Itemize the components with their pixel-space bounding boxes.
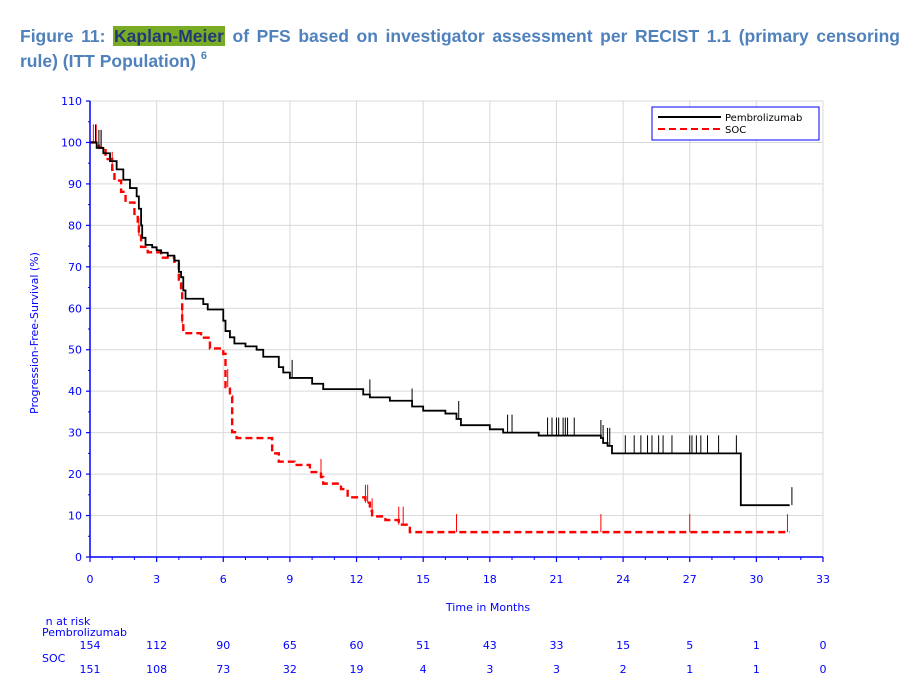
x-tick-label: 21 <box>549 573 563 586</box>
at-risk-value: 32 <box>283 663 297 676</box>
x-tick-label: 12 <box>350 573 364 586</box>
axes <box>89 101 823 558</box>
series-layer <box>90 124 793 534</box>
at-risk-value: 5 <box>686 639 693 652</box>
x-tick-label: 6 <box>220 573 227 586</box>
caption-prefix: Figure 11: <box>20 26 114 46</box>
series-line-soc <box>90 141 790 534</box>
at-risk-header: n at risk <box>46 615 91 628</box>
at-risk-value: 51 <box>416 639 430 652</box>
at-risk-table: n at risk Pembrolizumab SOC 154 112 90 65 60… <box>42 615 827 676</box>
y-tick-label: 110 <box>61 95 82 108</box>
legend-box <box>651 106 820 141</box>
at-risk-value: 19 <box>350 663 364 676</box>
x-tick-label: 27 <box>683 573 697 586</box>
y-tick-label: 20 <box>68 468 82 481</box>
caption-highlight: Kaplan-Meier <box>113 26 225 46</box>
x-tick-label: 33 <box>816 573 830 586</box>
at-risk-label-soc: SOC <box>42 652 66 665</box>
at-risk-value: 1 <box>753 639 760 652</box>
x-tick-label: 0 <box>87 573 94 586</box>
x-tick-label: 18 <box>483 573 497 586</box>
at-risk-value: 112 <box>146 639 167 652</box>
axis-ticks: 0 10 20 30 40 50 60 70 80 90 100 110 0 3 6 9 12 15 18 21 24 2… <box>61 95 830 586</box>
at-risk-value: 0 <box>820 663 827 676</box>
y-tick-label: 40 <box>68 385 82 398</box>
x-tick-label: 24 <box>616 573 630 586</box>
at-risk-value: 60 <box>350 639 364 652</box>
at-risk-value: 151 <box>80 663 101 676</box>
series-line-pembrolizumab <box>90 141 790 507</box>
at-risk-value: 65 <box>283 639 297 652</box>
at-risk-label-pembrolizumab: Pembrolizumab <box>42 626 127 639</box>
at-risk-value: 43 <box>483 639 497 652</box>
y-tick-label: 30 <box>68 427 82 440</box>
caption-text: of PFS based on investigator assessment … <box>20 26 901 71</box>
y-tick-label: 10 <box>68 510 82 523</box>
x-tick-label: 9 <box>286 573 293 586</box>
at-risk-value: 154 <box>80 639 101 652</box>
at-risk-value: 73 <box>216 663 230 676</box>
at-risk-value: 2 <box>620 663 627 676</box>
at-risk-value: 1 <box>753 663 760 676</box>
x-axis-label: Time in Months <box>445 601 530 614</box>
legend-label-soc: SOC <box>725 125 746 136</box>
at-risk-value: 90 <box>216 639 230 652</box>
at-risk-value: 108 <box>146 663 167 676</box>
x-tick-label: 3 <box>153 573 160 586</box>
y-tick-label: 80 <box>68 219 82 232</box>
at-risk-value: 1 <box>686 663 693 676</box>
caption-superscript: 6 <box>200 50 207 62</box>
y-tick-label: 90 <box>68 178 82 191</box>
at-risk-value: 15 <box>616 639 630 652</box>
y-tick-label: 50 <box>68 344 82 357</box>
at-risk-value: 33 <box>549 639 563 652</box>
at-risk-value: 3 <box>553 663 560 676</box>
at-risk-value: 4 <box>420 663 427 676</box>
y-tick-label: 60 <box>68 302 82 315</box>
y-tick-label: 70 <box>68 261 82 274</box>
x-tick-label: 15 <box>416 573 430 586</box>
legend-label-pembrolizumab: Pembrolizumab <box>725 113 802 124</box>
legend: Pembrolizumab SOC <box>651 106 820 141</box>
y-tick-label: 100 <box>61 136 82 149</box>
grid-lines <box>90 100 824 557</box>
y-axis-label: Progression-Free-Survival (%) <box>28 252 41 414</box>
x-tick-label: 30 <box>749 573 763 586</box>
at-risk-value: 0 <box>820 639 827 652</box>
y-tick-label: 0 <box>75 551 82 564</box>
at-risk-value: 3 <box>486 663 493 676</box>
figure-caption: Figure 11: Kaplan-Meier of PFS based on … <box>20 26 900 72</box>
